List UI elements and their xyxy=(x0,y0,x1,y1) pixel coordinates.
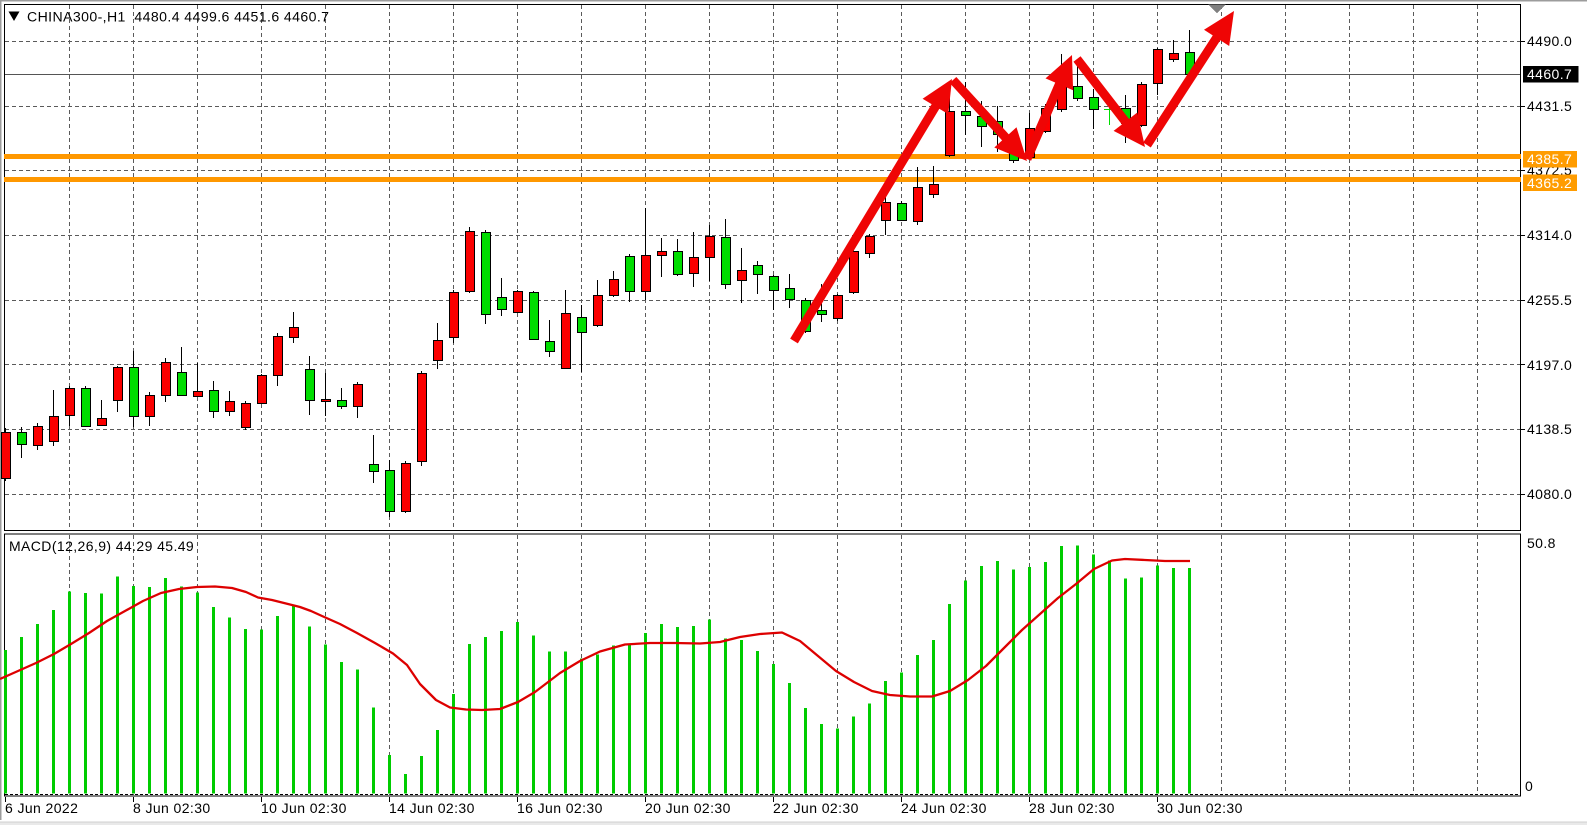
svg-text:4460.7: 4460.7 xyxy=(1527,66,1572,82)
svg-text:4255.5: 4255.5 xyxy=(1527,292,1572,308)
svg-text:24 Jun 02:30: 24 Jun 02:30 xyxy=(901,800,987,816)
svg-text:4490.0: 4490.0 xyxy=(1527,33,1572,49)
svg-text:4080.0: 4080.0 xyxy=(1527,486,1572,502)
svg-text:MACD(12,26,9) 44.29 45.49: MACD(12,26,9) 44.29 45.49 xyxy=(9,538,194,554)
svg-text:4385.7: 4385.7 xyxy=(1527,151,1572,167)
svg-text:4138.5: 4138.5 xyxy=(1527,421,1572,437)
svg-text:0: 0 xyxy=(1525,778,1533,794)
svg-text:10 Jun 02:30: 10 Jun 02:30 xyxy=(261,800,347,816)
svg-text:4431.5: 4431.5 xyxy=(1527,98,1572,114)
svg-text:50.8: 50.8 xyxy=(1527,535,1556,551)
svg-text:30 Jun 02:30: 30 Jun 02:30 xyxy=(1157,800,1243,816)
svg-text:4314.0: 4314.0 xyxy=(1527,227,1572,243)
svg-text:4197.0: 4197.0 xyxy=(1527,357,1572,373)
svg-text:16 Jun 02:30: 16 Jun 02:30 xyxy=(517,800,603,816)
svg-text:20 Jun 02:30: 20 Jun 02:30 xyxy=(645,800,731,816)
svg-text:28 Jun 02:30: 28 Jun 02:30 xyxy=(1029,800,1115,816)
svg-text:22 Jun 02:30: 22 Jun 02:30 xyxy=(773,800,859,816)
svg-text:14 Jun 02:30: 14 Jun 02:30 xyxy=(389,800,475,816)
svg-text:4365.2: 4365.2 xyxy=(1527,175,1572,191)
svg-text:8 Jun 02:30: 8 Jun 02:30 xyxy=(133,800,211,816)
svg-text:6 Jun 2022: 6 Jun 2022 xyxy=(5,800,78,816)
svg-text:CHINA300-,H1 4480.4 4499.6 44: CHINA300-,H1 4480.4 4499.6 4451.6 4460.7 xyxy=(27,9,329,25)
